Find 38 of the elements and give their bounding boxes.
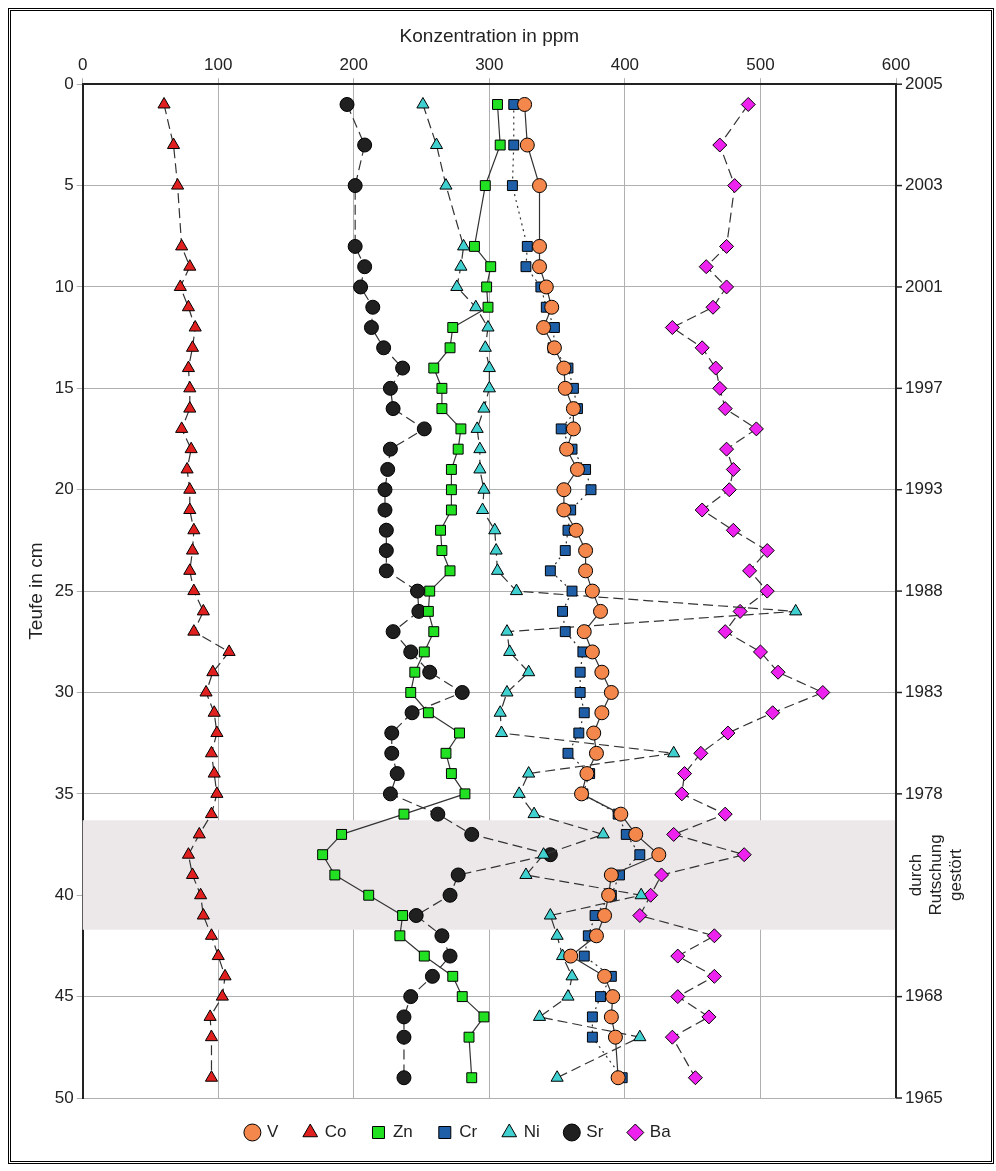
y-tick-label: 35 [54, 783, 74, 803]
y-tick-label: 0 [64, 73, 74, 93]
text: 1983 [905, 682, 943, 702]
x-tick-label: 100 [204, 54, 233, 74]
x-tick-label: 500 [746, 54, 775, 74]
x-tick-label: 300 [475, 54, 504, 74]
band-label: durch Rutschung gestört [905, 834, 965, 916]
legend-label: Zn [392, 1122, 413, 1142]
text: 1997 [905, 378, 943, 398]
x-tick-label: 200 [339, 54, 368, 74]
text: 2001 [905, 276, 943, 296]
text: 1988 [905, 580, 943, 600]
y-tick-label: 15 [54, 378, 74, 398]
legend-label: V [266, 1122, 279, 1142]
y-tick-label: 45 [54, 986, 74, 1006]
legend-label: Ba [649, 1122, 672, 1142]
text: 2003 [905, 175, 943, 195]
legend-label: Ni [523, 1122, 540, 1142]
x-tick-label: 400 [610, 54, 640, 74]
x-tick-label: 600 [881, 54, 911, 74]
x-axis-title: Konzentration in ppm [399, 24, 580, 46]
legend-label: Cr [459, 1122, 478, 1142]
y-axis-title: Teufe in cm [24, 542, 46, 640]
text: 1968 [905, 986, 943, 1006]
y-tick-label: 10 [54, 276, 74, 296]
y-tick-label: 5 [64, 175, 74, 195]
text: 1993 [905, 479, 943, 499]
y-tick-label: 30 [54, 682, 74, 702]
y-tick-label: 50 [54, 1087, 74, 1107]
text: 1978 [905, 783, 943, 803]
legend-label: Sr [586, 1122, 604, 1142]
text: 1965 [905, 1087, 943, 1107]
text: 2005 [905, 73, 943, 93]
x-tick-label: 0 [77, 54, 88, 74]
y-tick-label: 20 [54, 479, 74, 499]
y-tick-label: 25 [54, 580, 74, 600]
y-tick-label: 40 [54, 884, 74, 904]
legend-label: Co [324, 1122, 347, 1142]
